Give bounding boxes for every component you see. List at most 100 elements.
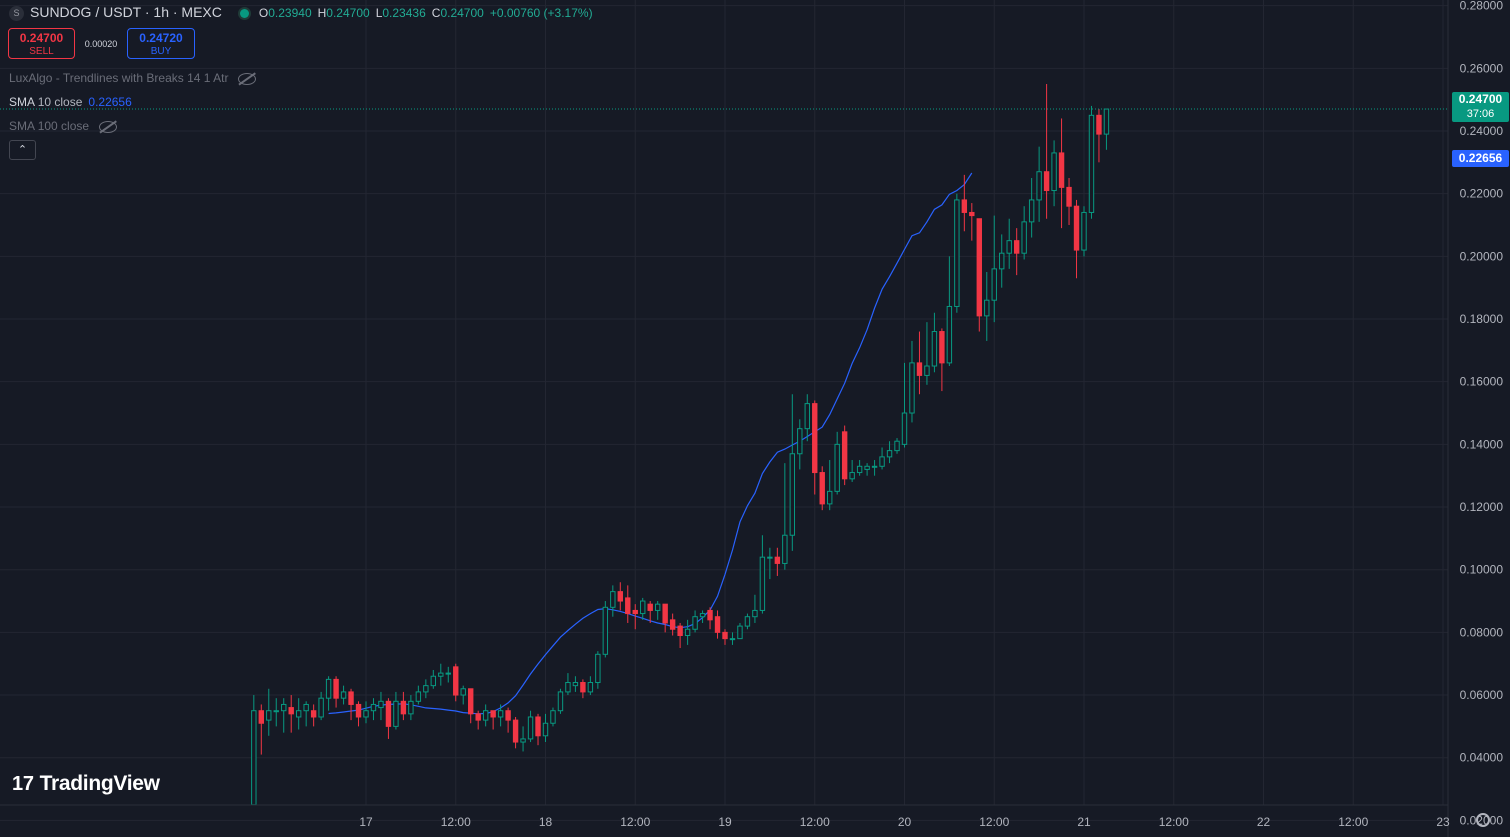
candle — [729, 632, 736, 645]
candle-body — [841, 431, 848, 480]
candle — [527, 710, 534, 743]
candle — [423, 679, 429, 699]
candle-body — [468, 688, 474, 715]
candle — [714, 610, 721, 639]
price-axis[interactable]: 0.28000 0.26000 0.24000 0.22000 0.20000 0.180… — [1460, 0, 1504, 827]
candle-body — [1058, 152, 1065, 188]
candle — [460, 685, 466, 705]
symbol-legend: S SUNDOG / USDT · 1h · MEXC O0.23940 H0.247… — [9, 4, 599, 21]
candle-body — [251, 710, 257, 806]
candle-body — [408, 700, 414, 715]
candle-body — [400, 700, 407, 715]
candle — [325, 676, 332, 711]
candle-body — [931, 331, 938, 367]
candle — [363, 701, 369, 724]
candle — [737, 622, 743, 640]
trade-buttons: 0.24700 SELL 0.00020 0.24720 BUY — [8, 28, 195, 59]
candle — [1058, 118, 1065, 229]
candle-body — [991, 268, 997, 301]
candle — [557, 688, 564, 714]
buy-button[interactable]: 0.24720 BUY — [127, 28, 195, 59]
candle-body — [385, 700, 392, 727]
candle-body — [482, 710, 489, 721]
candle — [677, 622, 683, 649]
collapse-legend-button[interactable]: ⌃ — [9, 140, 36, 160]
candle — [438, 663, 444, 686]
candle-body — [707, 609, 713, 621]
candle-body — [587, 682, 594, 693]
candle — [991, 215, 997, 323]
candle — [520, 726, 526, 752]
time-axis[interactable]: 17 12:00 18 12:00 19 12:00 20 12:00 21 12:00 22 12:… — [359, 815, 1450, 829]
candle-body — [722, 631, 728, 640]
candle — [961, 174, 968, 232]
candle-body — [1088, 114, 1095, 213]
y-tick-label: 0.14000 — [1460, 437, 1504, 451]
eye-off-icon[interactable] — [238, 72, 257, 85]
indicator-sma-10[interactable]: SMA 10 close 0.22656 — [9, 95, 132, 109]
candle-body — [632, 609, 638, 615]
candle-body — [954, 199, 960, 307]
candle — [984, 272, 990, 341]
chevron-up-icon: ⌃ — [17, 144, 28, 156]
candle — [490, 710, 496, 730]
candle — [535, 713, 541, 746]
candle — [939, 328, 945, 392]
candle — [400, 691, 407, 721]
candle — [333, 676, 339, 708]
candle-body — [789, 453, 796, 536]
candle-body — [669, 619, 676, 630]
candle — [348, 688, 354, 721]
x-tick-label: 22 — [1257, 815, 1271, 829]
candle — [759, 535, 766, 614]
symbol-icon: S — [9, 5, 24, 21]
candle — [707, 607, 713, 630]
candle-body — [662, 603, 668, 624]
candle-body — [729, 638, 736, 641]
candle-body — [871, 465, 878, 468]
candle — [505, 707, 511, 733]
gear-icon[interactable] — [1476, 813, 1490, 827]
chart-grid — [0, 0, 1448, 821]
x-tick-label: 12:00 — [1159, 815, 1189, 829]
candle-body — [804, 403, 810, 430]
candle — [602, 601, 609, 658]
candle-body — [699, 613, 706, 618]
candle — [841, 425, 848, 486]
candle — [453, 663, 459, 702]
candle — [580, 679, 586, 699]
candle — [916, 331, 923, 395]
candle-body — [1013, 240, 1020, 254]
symbol-title[interactable]: SUNDOG / USDT · 1h · MEXC — [30, 4, 222, 20]
eye-off-icon[interactable] — [99, 120, 118, 133]
candle — [864, 463, 870, 476]
indicator-luxalgo[interactable]: LuxAlgo - Trendlines with Breaks 14 1 At… — [9, 71, 257, 85]
candle-body — [834, 443, 840, 492]
x-tick-label: 20 — [898, 815, 912, 829]
candle-body — [886, 450, 893, 458]
candle-body — [453, 666, 459, 696]
candle-body — [273, 710, 279, 713]
candle-body — [438, 672, 444, 677]
candle — [946, 256, 953, 367]
candle — [273, 698, 279, 727]
indicator-sma-100[interactable]: SMA 100 close — [9, 119, 118, 133]
candle — [819, 466, 825, 511]
candle-body — [752, 609, 758, 618]
candles — [251, 83, 1110, 806]
candle-body — [849, 472, 855, 480]
candle — [647, 601, 653, 623]
candle — [1081, 206, 1087, 257]
candle — [856, 460, 863, 476]
sell-button[interactable]: 0.24700 SELL — [8, 28, 75, 59]
candle-body — [1028, 199, 1035, 223]
candle — [954, 193, 960, 313]
candle-body — [901, 412, 908, 445]
y-tick-label: 0.18000 — [1460, 312, 1504, 326]
candle — [976, 218, 982, 332]
market-status-dot — [239, 8, 249, 18]
candle-body — [580, 682, 586, 693]
y-tick-label: 0.06000 — [1460, 688, 1504, 702]
candle-body — [625, 597, 631, 615]
